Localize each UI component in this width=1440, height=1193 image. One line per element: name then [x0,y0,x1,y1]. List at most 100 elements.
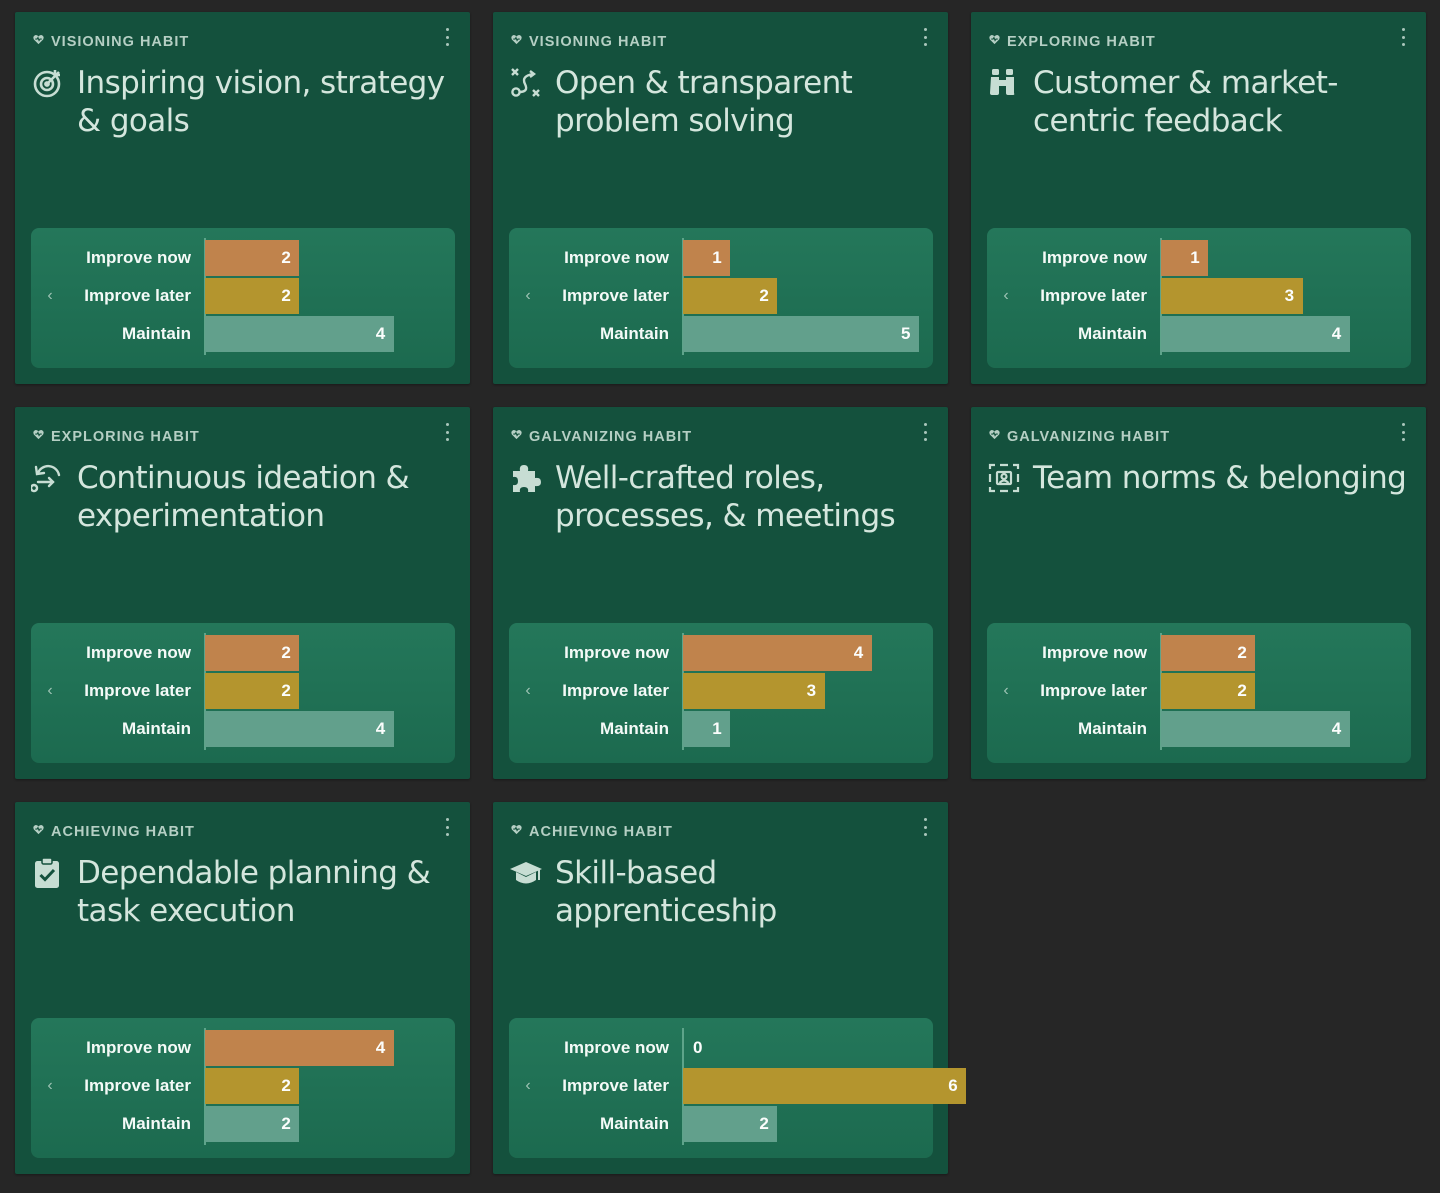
more-options-button[interactable] [442,423,452,441]
more-options-button[interactable] [920,28,930,46]
chart-row-maintain: Maintain 1 [509,711,933,747]
habit-title: Continuous ideation & experimentation [77,460,410,534]
bar-improve-later [1161,278,1303,314]
chart-row-improve-now: Improve now 2 [31,240,455,276]
bar-value-label: 6 [948,1076,958,1095]
bar-value-label: 4 [375,324,386,343]
bar-value-label: 4 [1331,719,1342,738]
bar-improve-later [205,278,300,314]
chart-row-label: Maintain [122,1114,191,1133]
bar-value-label: 4 [375,1038,386,1057]
bar-maintain [205,1106,300,1142]
more-options-button[interactable] [1398,28,1408,46]
habit-category: GALVANIZING HABIT [510,428,692,445]
chevron-left-icon[interactable]: ‹ [1003,682,1009,699]
chevron-left-icon[interactable]: ‹ [47,682,53,699]
habit-card[interactable]: EXPLORING HABIT Continuous ideation & exp… [15,407,470,779]
heart-pulse-icon [510,428,523,445]
bar-improve-now [1161,635,1256,671]
habit-category-label: ACHIEVING HABIT [51,823,195,840]
habit-card[interactable]: EXPLORING HABIT Customer & market-centric… [971,12,1426,384]
habit-card[interactable]: GALVANIZING HABIT Well-crafted roles, pro… [493,407,948,779]
habit-category: VISIONING HABIT [32,33,189,50]
target-icon [31,64,77,105]
puzzle-icon [509,459,555,500]
chart-row-improve-now: Improve now 4 [31,1030,455,1066]
habit-card[interactable]: ACHIEVING HABIT Skill-based apprenticeshi… [493,802,967,1174]
chart-row-label: Improve later [1040,681,1147,700]
habit-card[interactable]: VISIONING HABIT Open & transparent proble… [493,12,948,384]
habit-title: Well-crafted roles, processes, & meeting… [555,460,896,534]
chart-row-label: Improve now [1042,643,1147,662]
route-icon [509,64,555,105]
vote-chart: ‹ Improve now 2 Improve later 2 Maintain 4 [987,623,1411,763]
bar-maintain [1161,711,1350,747]
bar-value-label: 2 [281,1076,291,1095]
chart-row-label: Improve now [1042,248,1147,267]
chart-row-maintain: Maintain 4 [987,711,1411,747]
more-options-button[interactable] [442,818,452,836]
habit-card[interactable]: VISIONING HABIT Inspiring vision, strateg… [15,12,470,384]
habit-card[interactable]: ACHIEVING HABIT Dependable planning & tas… [15,802,470,1174]
more-options-button[interactable] [920,423,930,441]
bar-improve-later [683,278,778,314]
bar-value-label: 2 [281,286,291,305]
chevron-left-icon[interactable]: ‹ [525,682,531,699]
heart-pulse-icon [32,428,45,445]
chart-row-maintain: Maintain 2 [31,1106,455,1142]
vote-chart: ‹ Improve now 1 Improve later 3 Maintain 4 [987,228,1411,368]
clipboard-check-icon [31,854,77,895]
bar-value-label: 2 [281,1114,291,1133]
chart-row-improve-later: Improve later 3 [987,278,1411,314]
habit-category: EXPLORING HABIT [988,33,1156,50]
chart-row-label: Improve now [564,1038,669,1057]
chevron-left-icon[interactable]: ‹ [47,1077,53,1094]
chart-row-label: Improve now [564,248,669,267]
more-options-button[interactable] [1398,423,1408,441]
vote-chart: ‹ Improve now 1 Improve later 2 Maintain 5 [509,228,933,368]
chart-row-label: Maintain [1078,719,1147,738]
more-options-button[interactable] [920,818,930,836]
bar-value-label: 2 [759,1114,769,1133]
chart-row-maintain: Maintain 4 [31,316,455,352]
chevron-left-icon[interactable]: ‹ [525,1077,531,1094]
chart-row-improve-later: Improve later 2 [31,278,455,314]
chart-row-label: Maintain [600,719,669,738]
bar-improve-later [205,1068,300,1104]
habit-category: ACHIEVING HABIT [510,823,673,840]
chart-row-label: Improve later [84,286,191,305]
bar-maintain [205,711,394,747]
habit-category-label: EXPLORING HABIT [51,428,200,445]
bar-improve-now [205,240,300,276]
habit-card[interactable]: GALVANIZING HABIT Team norms & belonging ‹… [971,407,1426,779]
graduation-cap-icon [509,854,555,895]
habit-title: Customer & market-centric feedback [1033,65,1338,139]
vote-chart: ‹ Improve now 4 Improve later 3 Maintain 1 [509,623,933,763]
habit-category: VISIONING HABIT [510,33,667,50]
chevron-left-icon[interactable]: ‹ [1003,287,1009,304]
chart-row-improve-later: Improve later 2 [31,673,455,709]
habit-category: EXPLORING HABIT [32,428,200,445]
habit-category-label: GALVANIZING HABIT [529,428,693,445]
chart-row-label: Improve now [86,248,191,267]
bar-value-label: 4 [1331,324,1342,343]
bar-value-label: 2 [281,643,291,662]
chevron-left-icon[interactable]: ‹ [525,287,531,304]
more-options-button[interactable] [442,28,452,46]
bar-value-label: 2 [759,286,769,305]
habit-title: Inspiring vision, strategy & goals [77,65,445,139]
chart-row-improve-later: Improve later 2 [509,278,933,314]
chart-row-improve-now: Improve now 2 [987,635,1411,671]
bar-value-label: 2 [1237,643,1247,662]
chart-row-label: Improve later [1040,286,1147,305]
bar-value-label: 1 [1190,248,1200,267]
habit-category-label: VISIONING HABIT [529,33,668,50]
chart-row-label: Improve now [86,643,191,662]
bar-value-label: 2 [281,681,291,700]
habit-title: Team norms & belonging [1033,460,1407,496]
chevron-left-icon[interactable]: ‹ [47,287,53,304]
vote-chart: ‹ Improve now 4 Improve later 2 Maintain 2 [31,1018,455,1158]
chart-row-improve-now: Improve now 4 [509,635,933,671]
chart-row-label: Improve later [562,286,669,305]
